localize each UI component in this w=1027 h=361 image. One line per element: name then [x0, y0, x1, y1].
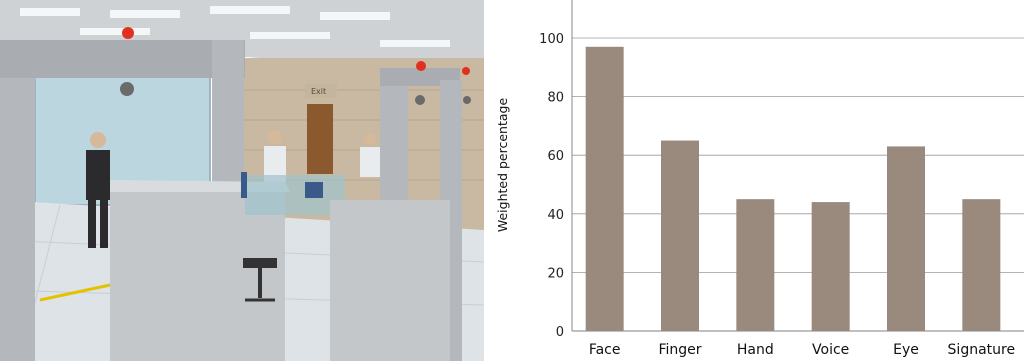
y-axis-title: Weighted percentage — [495, 98, 510, 233]
y-tick-labels: 0 20 40 60 80 100 — [539, 32, 564, 340]
checkpoint-desk-front — [110, 190, 285, 361]
gridlines — [572, 37, 1024, 332]
monitor — [305, 182, 323, 198]
bar-eye — [887, 146, 925, 331]
gate-frame-left-post — [0, 40, 35, 361]
monitor-2 — [241, 172, 247, 198]
guard-person — [264, 130, 286, 182]
person-walking — [86, 132, 110, 248]
exit-door — [307, 104, 333, 174]
guard-person-2 — [360, 133, 380, 177]
y-tick-label: 0 — [556, 325, 564, 340]
bars — [585, 46, 1001, 331]
bar-voice — [811, 202, 850, 331]
security-gate-scene: Exit — [0, 0, 484, 361]
y-tick-label: 100 — [539, 32, 564, 47]
y-tick-label: 60 — [547, 149, 564, 164]
floor-yellow-line — [39, 283, 111, 302]
x-tick-labels: Face Finger Hand Voice Eye Signature — [589, 342, 1015, 358]
bar-chart: Weighted percentage 0 20 40 60 80 100 Face Fin… — [495, 0, 1024, 358]
bar-finger — [661, 140, 699, 331]
ceiling-lights — [20, 6, 450, 47]
x-tick-label-eye: Eye — [893, 342, 919, 358]
bar-signature — [962, 199, 1001, 331]
exit-sign-plate — [305, 84, 337, 98]
x-tick-label-hand: Hand — [737, 342, 774, 358]
x-tick-label-voice: Voice — [812, 342, 849, 358]
bar-face — [585, 46, 624, 331]
desk-glass-panel — [245, 175, 345, 215]
y-tick-label: 80 — [547, 91, 564, 106]
x-tick-label-face: Face — [589, 342, 621, 358]
y-tick-label: 40 — [547, 208, 564, 223]
alarm-light-icon — [122, 27, 470, 75]
x-tick-label-finger: Finger — [658, 342, 701, 358]
gate-frame-top — [0, 40, 245, 78]
exit-sign: Exit — [311, 87, 326, 96]
dome-camera-icon — [120, 82, 471, 105]
bar-hand — [736, 199, 775, 331]
gate-right-desk — [330, 200, 450, 361]
x-tick-label-signature: Signature — [948, 342, 1016, 358]
y-tick-label: 20 — [547, 266, 564, 281]
office-chair — [243, 258, 277, 302]
